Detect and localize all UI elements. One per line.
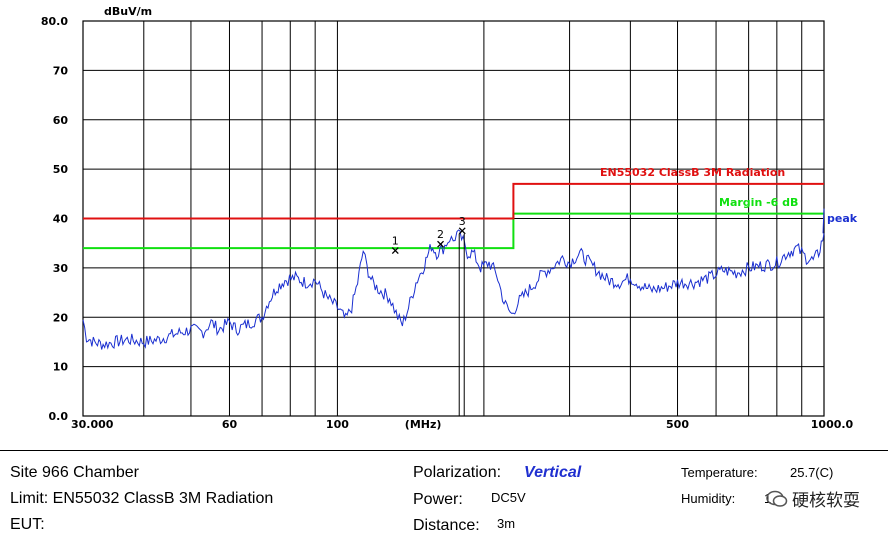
x-tick-label: 100 (326, 418, 349, 431)
marker-x (458, 227, 466, 235)
site-text: Site 966 Chamber (10, 464, 139, 481)
watermark-logo: 硬核软耍 (766, 486, 860, 511)
marker-x (391, 247, 399, 255)
marker-label: 3 (459, 215, 466, 228)
polarization-label: Polarization: (413, 464, 502, 481)
power-label: Power: (413, 491, 463, 508)
humidity-label: Humidity: (681, 491, 736, 506)
marker-label: 1 (392, 235, 399, 248)
x-tick-label: 60 (222, 418, 238, 431)
x-tick-label: (MHz) (405, 418, 442, 431)
marker-label: 2 (437, 228, 444, 241)
y-axis-unit: dBuV/m (104, 5, 152, 18)
marker-x (437, 240, 444, 248)
polarization-value: Vertical (524, 464, 582, 481)
y-tick-label: 10 (53, 361, 69, 374)
y-tick-label: 0.0 (49, 410, 69, 423)
limit-line-label: EN55032 ClassB 3M Radiation (600, 166, 785, 179)
margin-line (83, 212, 824, 250)
eut-text: EUT: (10, 516, 45, 533)
y-tick-label: 50 (53, 163, 69, 176)
separator-line (0, 450, 888, 451)
temperature-value: 25.7(C) (790, 465, 834, 480)
temperature-label: Temperature: (681, 465, 758, 480)
chat-bubble-icon (766, 490, 788, 507)
y-tick-label: 20 (53, 311, 69, 324)
watermark-text: 硬核软耍 (792, 491, 860, 511)
limit-text: Limit: EN55032 ClassB 3M Radiation (10, 490, 274, 507)
y-tick-label: 70 (53, 64, 69, 77)
y-tick-label: 30 (53, 262, 69, 275)
y-tick-label: 40 (53, 213, 69, 226)
peak-trace-tail (822, 208, 825, 234)
power-value: DC5V (491, 490, 526, 505)
x-tick-label: 500 (666, 418, 689, 431)
margin-line-label: Margin -6 dB (719, 196, 798, 209)
peak-trace (82, 229, 825, 350)
x-tick-label: 1000.0 (811, 418, 854, 431)
x-tick-label: 30.000 (71, 418, 114, 431)
distance-value: 3m (497, 516, 516, 531)
y-tick-label: 60 (53, 114, 69, 127)
y-tick-label: 80.0 (41, 15, 68, 28)
emc-chart: 80.0 70 60 50 40 30 20 10 0.0 dBuV/m 30.000 60 100 (M… (41, 5, 858, 431)
limit-line (83, 182, 824, 220)
trace-label: peak (827, 212, 858, 225)
distance-label: Distance: (413, 517, 480, 534)
